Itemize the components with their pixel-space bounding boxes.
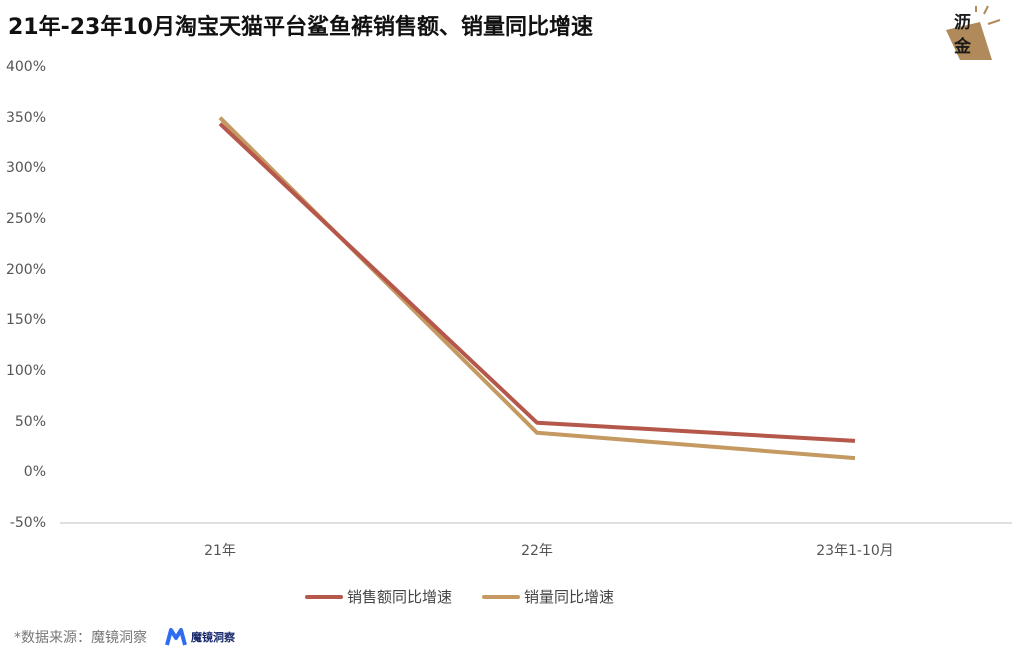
chart-title: 21年-23年10月淘宝天猫平台鲨鱼裤销售额、销量同比增速 (8, 15, 593, 40)
legend-swatch-sales (305, 594, 343, 599)
y-tick-label: 300% (5, 160, 46, 177)
y-tick-label: 350% (5, 109, 46, 126)
legend-label-volume: 销量同比增速 (524, 588, 615, 606)
data-source: *数据来源：魔镜洞察 魔镜洞察 (14, 627, 235, 647)
y-tick-label: 50% (14, 413, 46, 430)
series-line (218, 122, 856, 443)
legend: 销售额同比增速 销量同比增速 (305, 586, 614, 607)
x-tick-label: 22年 (521, 543, 553, 559)
logo-char-2: 金 (954, 37, 971, 57)
source-text: *数据来源：魔镜洞察 (14, 630, 147, 646)
y-tick-label: 0% (23, 464, 46, 481)
mojing-logo-icon (165, 628, 187, 646)
y-tick-label: -50% (9, 515, 46, 531)
x-tick-label: 21年 (204, 543, 236, 559)
legend-swatch-volume (482, 594, 521, 599)
legend-item-sales: 销售额同比增速 (305, 586, 452, 607)
y-tick-label: 100% (5, 363, 46, 379)
y-tick-label: 200% (5, 261, 46, 278)
brand-logo: 沥 金 (940, 4, 1010, 64)
y-tick-label: 150% (5, 312, 46, 329)
logo-char-1: 沥 (954, 13, 971, 33)
logo-shape-icon (946, 5, 1001, 60)
legend-label-sales: 销售额同比增速 (347, 588, 453, 606)
y-tick-label: 250% (5, 211, 46, 227)
x-tick-label: 23年1-10月 (816, 543, 894, 559)
y-tick-label: 400% (5, 59, 46, 75)
brand-name: 魔镜洞察 (191, 631, 235, 644)
series-line (218, 116, 856, 461)
legend-item-volume: 销量同比增速 (482, 586, 614, 607)
source-brand: 魔镜洞察 (165, 628, 235, 646)
